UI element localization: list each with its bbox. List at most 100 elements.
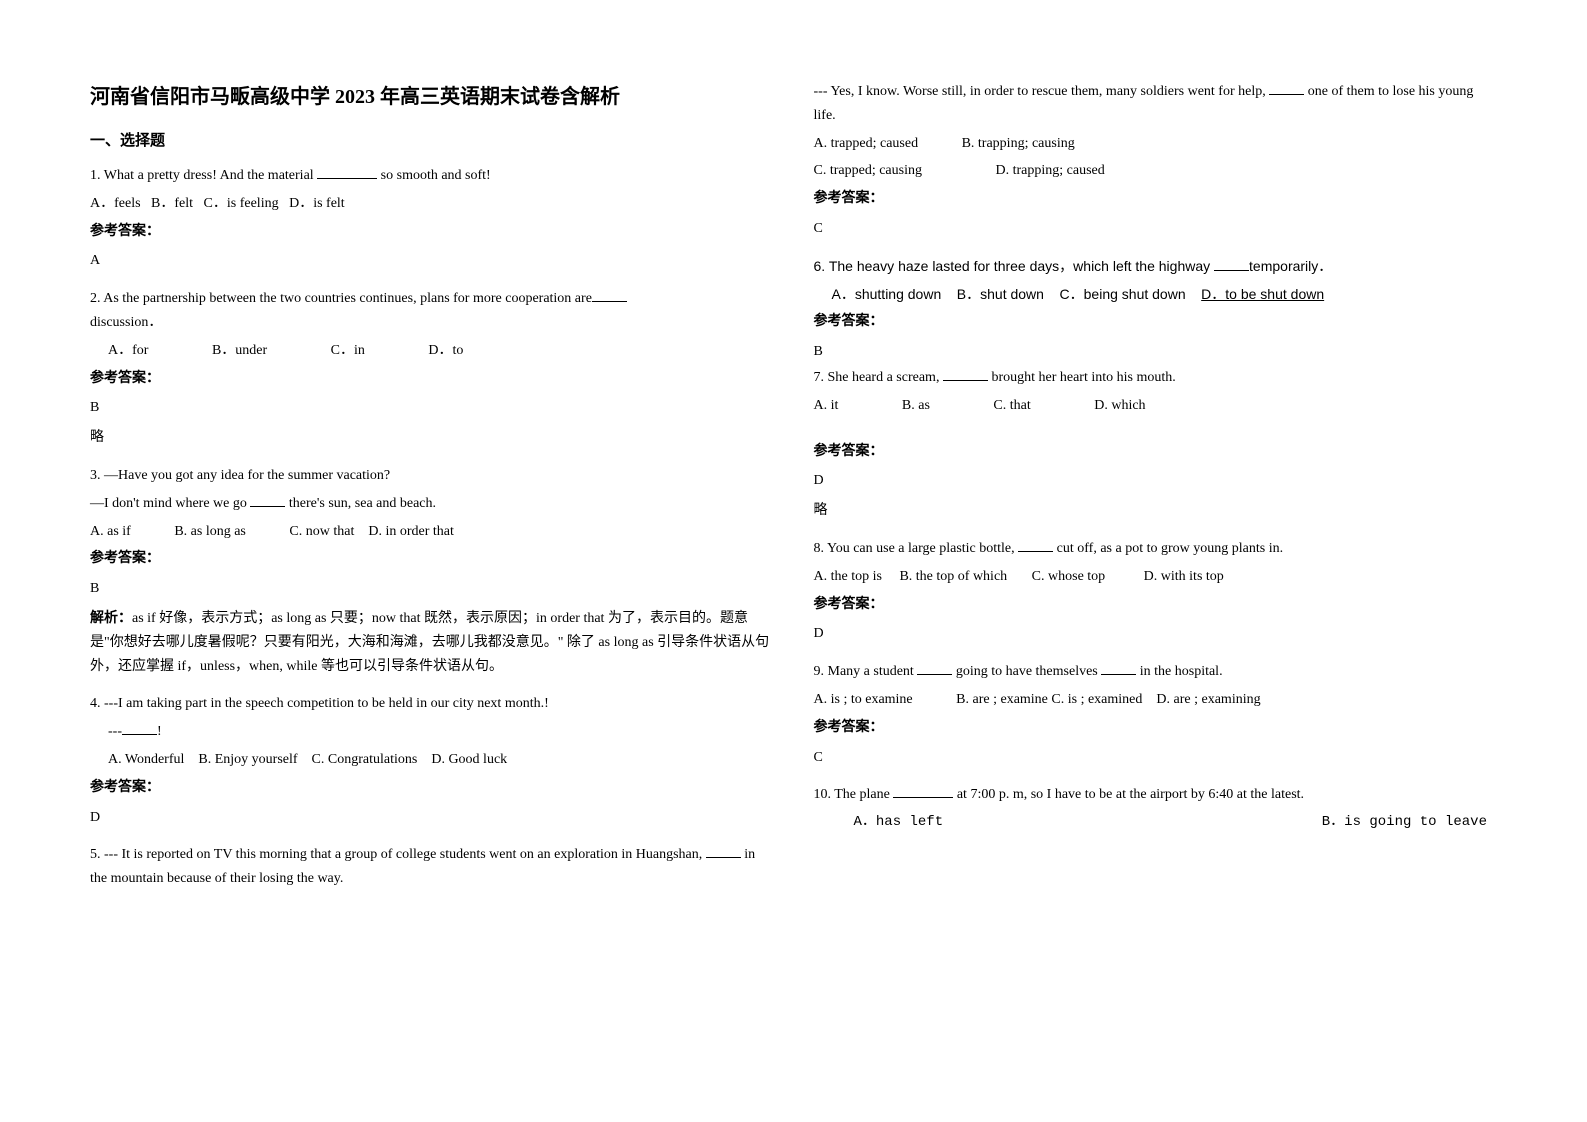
q1-text-b: so smooth and soft!	[377, 168, 491, 183]
q4-line2b: !	[157, 724, 162, 739]
q9-text: 9. Many a student going to have themselv…	[814, 660, 1498, 684]
q3-expl-text: as if 好像，表示方式；as long as 只要；now that 既然，…	[90, 611, 769, 674]
q8-opt-d: D. with its top	[1144, 569, 1224, 584]
right-column: --- Yes, I know. Worse still, in order t…	[814, 80, 1498, 1082]
q5-options-row2: C. trapped; causing D. trapping; caused	[814, 159, 1498, 183]
answer-label: 参考答案：	[90, 220, 774, 244]
q2-text: 2. As the partnership between the two co…	[90, 287, 774, 335]
answer-label: 参考答案：	[814, 310, 1498, 334]
question-9: 9. Many a student going to have themselv…	[814, 660, 1498, 769]
q7-text-b: brought her heart into his mouth.	[988, 370, 1176, 385]
blank	[317, 165, 377, 179]
q2-opt-d: D．to	[428, 343, 463, 358]
question-3: 3. —Have you got any idea for the summer…	[90, 464, 774, 678]
q4-opt-d: D. Good luck	[431, 752, 507, 767]
left-column: 河南省信阳市马畈高级中学 2023 年高三英语期末试卷含解析 一、选择题 1. …	[90, 80, 774, 1082]
q4-answer: D	[90, 806, 774, 830]
q6-opt-a: A．shutting down	[832, 286, 942, 302]
q3-opt-d: D. in order that	[368, 524, 454, 539]
q9-text-c: in the hospital.	[1136, 664, 1222, 679]
q9-answer: C	[814, 746, 1498, 770]
q9-opt-d: D. are ; examining	[1156, 692, 1260, 707]
q7-text: 7. She heard a scream, brought her heart…	[814, 366, 1498, 390]
q3-line2: —I don't mind where we go there's sun, s…	[90, 492, 774, 516]
q4-opt-a: A. Wonderful	[108, 752, 184, 767]
blank	[917, 661, 952, 675]
q4-opt-c: C. Congratulations	[312, 752, 418, 767]
q7-text-a: 7. She heard a scream,	[814, 370, 943, 385]
q4-line1: 4. ---I am taking part in the speech com…	[90, 692, 774, 716]
q2-options: A．for B．under C．in D．to	[90, 339, 774, 363]
question-2: 2. As the partnership between the two co…	[90, 287, 774, 450]
q1-opt-c: C．is feeling	[204, 196, 279, 211]
q10-options: A．has left B．is going to leave	[814, 811, 1498, 835]
q3-answer: B	[90, 577, 774, 601]
q6-opt-b: B．shut down	[957, 286, 1044, 302]
q6-options: A．shutting down B．shut down C．being shut…	[814, 283, 1498, 307]
q8-opt-b: B. the top of which	[899, 569, 1007, 584]
q7-opt-d: D. which	[1094, 398, 1145, 413]
q5c-text: --- Yes, I know. Worse still, in order t…	[814, 80, 1498, 128]
q1-options: A．feels B．felt C．is feeling D．is felt	[90, 192, 774, 216]
q6-text: 6. The heavy haze lasted for three days，…	[814, 255, 1498, 279]
answer-label: 参考答案：	[814, 593, 1498, 617]
q3-options: A. as if B. as long as C. now that D. in…	[90, 520, 774, 544]
answer-label: 参考答案：	[814, 187, 1498, 211]
q5-answer: C	[814, 217, 1498, 241]
answer-label: 参考答案：	[90, 776, 774, 800]
q5-options-row1: A. trapped; caused B. trapping; causing	[814, 132, 1498, 156]
q5-text-a: 5. --- It is reported on TV this morning…	[90, 847, 706, 862]
q6-opt-d: D．to be shut down	[1201, 286, 1324, 302]
page-title: 河南省信阳市马畈高级中学 2023 年高三英语期末试卷含解析	[90, 80, 774, 109]
question-6: 6. The heavy haze lasted for three days，…	[814, 255, 1498, 364]
q4-opt-b: B. Enjoy yourself	[198, 752, 297, 767]
q2-opt-c: C．in	[331, 339, 365, 363]
q6-opt-c: C．being shut down	[1060, 286, 1186, 302]
q9-opt-c: C. is ; examined	[1051, 692, 1142, 707]
q1-opt-d: D．is felt	[289, 196, 345, 211]
answer-label: 参考答案：	[814, 440, 1498, 464]
q9-opt-b: B. are ; examine	[956, 692, 1048, 707]
q1-opt-a: A．feels	[90, 196, 141, 211]
answer-label: 参考答案：	[90, 547, 774, 571]
q10-text: 10. The plane at 7:00 p. m, so I have to…	[814, 783, 1498, 807]
q7-opt-c: C. that	[993, 394, 1030, 418]
answer-label: 参考答案：	[90, 367, 774, 391]
q10-opt-a: A．has left	[854, 811, 944, 835]
q1-opt-b: B．felt	[151, 196, 193, 211]
q7-answer: D	[814, 469, 1498, 493]
q1-text-a: 1. What a pretty dress! And the material	[90, 168, 317, 183]
blank	[1214, 257, 1249, 271]
q5-opt-a: A. trapped; caused	[814, 132, 919, 156]
q5-text: 5. --- It is reported on TV this morning…	[90, 843, 774, 891]
q7-opt-a: A. it	[814, 394, 839, 418]
q2-opt-a: A．for	[108, 339, 148, 363]
q9-text-a: 9. Many a student	[814, 664, 918, 679]
q4-line2a: ---	[108, 724, 122, 739]
q5-opt-b: B. trapping; causing	[962, 136, 1075, 151]
q2-text-b: discussion．	[90, 315, 162, 330]
q4-line2: ---!	[90, 720, 774, 744]
q1-answer: A	[90, 249, 774, 273]
blank	[1018, 538, 1053, 552]
q8-options: A. the top is B. the top of which C. who…	[814, 565, 1498, 589]
q9-text-b: going to have themselves	[952, 664, 1101, 679]
q10-text-b: at 7:00 p. m, so I have to be at the air…	[953, 787, 1304, 802]
q6-answer: B	[814, 340, 1498, 364]
q5-opt-d: D. trapping; caused	[995, 163, 1104, 178]
q10-opt-b: B．is going to leave	[1322, 811, 1487, 835]
question-7: 7. She heard a scream, brought her heart…	[814, 366, 1498, 523]
q8-text-a: 8. You can use a large plastic bottle,	[814, 541, 1019, 556]
q5-opt-c: C. trapped; causing	[814, 159, 922, 183]
q6-text-b: temporarily．	[1249, 258, 1332, 274]
q6-text-a: 6. The heavy haze lasted for three days，…	[814, 258, 1215, 274]
expl-label: 解析：	[90, 611, 132, 626]
q8-opt-a: A. the top is	[814, 569, 882, 584]
q9-options: A. is ; to examine B. are ; examine C. i…	[814, 688, 1498, 712]
q3-opt-b: B. as long as	[174, 520, 246, 544]
q9-opt-a: A. is ; to examine	[814, 688, 913, 712]
answer-label: 参考答案：	[814, 716, 1498, 740]
question-5-cont: --- Yes, I know. Worse still, in order t…	[814, 80, 1498, 241]
question-4: 4. ---I am taking part in the speech com…	[90, 692, 774, 829]
question-8: 8. You can use a large plastic bottle, c…	[814, 537, 1498, 646]
